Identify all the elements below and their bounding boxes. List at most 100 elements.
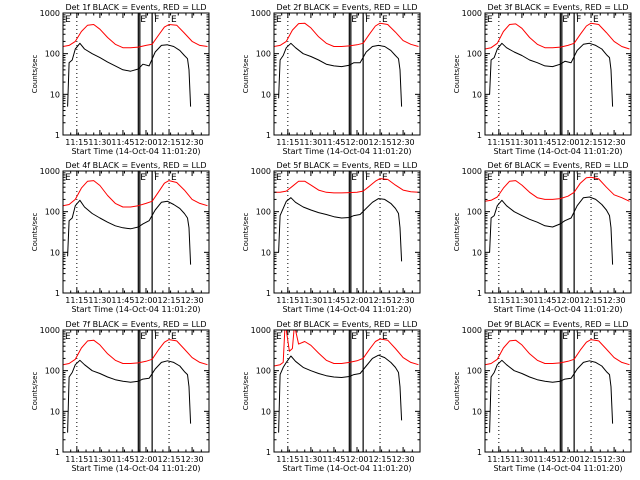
y-tick-label: 10 xyxy=(472,407,482,416)
x-tick-label: 11:45 xyxy=(322,296,345,305)
y-tick-label: 1000 xyxy=(462,167,482,176)
lld-series-line xyxy=(484,176,630,202)
flag-letter: F xyxy=(154,332,159,342)
y-axis-label: Counts/sec xyxy=(242,213,250,252)
x-tick-label: 11:15 xyxy=(65,296,88,305)
flag-letter: E xyxy=(382,173,388,183)
y-tick-label: 1 xyxy=(55,289,60,298)
y-tick-label: 100 xyxy=(467,367,482,376)
panel-title: Det 1f BLACK = Events, RED = LLD xyxy=(65,3,206,12)
y-tick-label: 10 xyxy=(50,407,60,416)
x-tick-label: 11:30 xyxy=(88,138,111,147)
events-series-line xyxy=(489,42,614,107)
plot-frame xyxy=(484,12,632,136)
y-tick-label: 10 xyxy=(472,90,482,99)
x-tick-label: 11:30 xyxy=(510,138,533,147)
x-tick-label: 11:15 xyxy=(65,455,88,464)
y-tick-label: 100 xyxy=(256,208,271,217)
y-tick-label: 1000 xyxy=(462,9,482,18)
plot-frame xyxy=(62,12,210,136)
x-tick-label: 11:45 xyxy=(111,455,134,464)
x-tick-label: 12:30 xyxy=(181,138,204,147)
flag-letter: E xyxy=(487,15,493,25)
y-tick-label: 10 xyxy=(472,248,482,257)
lld-series-line xyxy=(273,329,419,367)
plot-frame xyxy=(273,12,421,136)
x-tick-label: 11:30 xyxy=(88,296,111,305)
x-tick-label: 12:15 xyxy=(158,138,181,147)
flag-letter: F xyxy=(576,332,581,342)
lld-series-line xyxy=(484,22,630,50)
x-tick-label: 11:15 xyxy=(487,296,510,305)
flag-letter: E xyxy=(562,15,568,25)
y-tick-label: 1000 xyxy=(462,326,482,335)
x-tick-label: 12:15 xyxy=(158,455,181,464)
events-series-line xyxy=(278,197,403,262)
y-tick-label: 1000 xyxy=(40,167,60,176)
events-series-line xyxy=(278,354,403,433)
y-tick-label: 1000 xyxy=(251,326,271,335)
x-tick-label: 11:45 xyxy=(322,455,345,464)
plot-frame xyxy=(62,170,210,294)
x-tick-label: 12:15 xyxy=(369,138,392,147)
x-tick-label: 12:15 xyxy=(580,138,603,147)
flag-letter: E xyxy=(140,173,146,183)
flag-letter: E xyxy=(487,173,493,183)
flag-letter: E xyxy=(382,15,388,25)
y-tick-label: 100 xyxy=(467,208,482,217)
x-axis-label: Start Time (14-Oct-04 11:01:20) xyxy=(282,147,411,156)
x-tick-label: 12:30 xyxy=(392,455,415,464)
y-tick-label: 10 xyxy=(261,248,271,257)
x-tick-label: 12:30 xyxy=(392,138,415,147)
y-axis-label: Counts/sec xyxy=(31,213,39,252)
plot-frame xyxy=(62,329,210,453)
x-axis-label: Start Time (14-Oct-04 11:01:20) xyxy=(282,305,411,314)
x-tick-label: 11:30 xyxy=(510,455,533,464)
y-tick-label: 10 xyxy=(50,90,60,99)
y-axis-label: Counts/sec xyxy=(453,213,461,252)
y-tick-label: 1 xyxy=(55,131,60,140)
panel-title: Det 2f BLACK = Events, RED = LLD xyxy=(276,3,417,12)
x-tick-label: 11:15 xyxy=(487,138,510,147)
flag-letter: E xyxy=(382,332,388,342)
plot-frame xyxy=(273,329,421,453)
flag-letter: F xyxy=(576,15,581,25)
lld-series-line xyxy=(62,339,208,366)
flag-letter: E xyxy=(562,332,568,342)
y-tick-label: 10 xyxy=(261,407,271,416)
x-tick-label: 12:00 xyxy=(345,296,368,305)
panel-title: Det 8f BLACK = Events, RED = LLD xyxy=(276,320,417,329)
x-tick-label: 11:45 xyxy=(533,138,556,147)
x-axis-label: Start Time (14-Oct-04 11:01:20) xyxy=(493,147,622,156)
flag-letter: E xyxy=(351,15,357,25)
panel-title: Det 7f BLACK = Events, RED = LLD xyxy=(65,320,206,329)
x-tick-label: 11:45 xyxy=(533,296,556,305)
y-tick-label: 100 xyxy=(256,50,271,59)
x-tick-label: 12:00 xyxy=(556,138,579,147)
x-tick-label: 12:15 xyxy=(580,296,603,305)
plot-frame xyxy=(484,329,632,453)
lld-series-line xyxy=(62,180,208,208)
flag-letter: F xyxy=(365,332,370,342)
x-tick-label: 12:00 xyxy=(134,138,157,147)
flag-letter: E xyxy=(140,15,146,25)
flag-letter: E xyxy=(276,173,282,183)
x-tick-label: 11:45 xyxy=(111,296,134,305)
x-tick-label: 12:15 xyxy=(580,455,603,464)
x-tick-label: 11:30 xyxy=(299,296,322,305)
panel-title: Det 3f BLACK = Events, RED = LLD xyxy=(487,3,628,12)
y-tick-label: 1 xyxy=(266,131,271,140)
y-tick-label: 1 xyxy=(266,448,271,457)
y-tick-label: 1000 xyxy=(40,326,60,335)
y-tick-label: 100 xyxy=(256,367,271,376)
events-series-line xyxy=(489,196,614,265)
x-tick-label: 11:45 xyxy=(533,455,556,464)
flag-letter: E xyxy=(276,15,282,25)
y-tick-label: 1000 xyxy=(251,9,271,18)
